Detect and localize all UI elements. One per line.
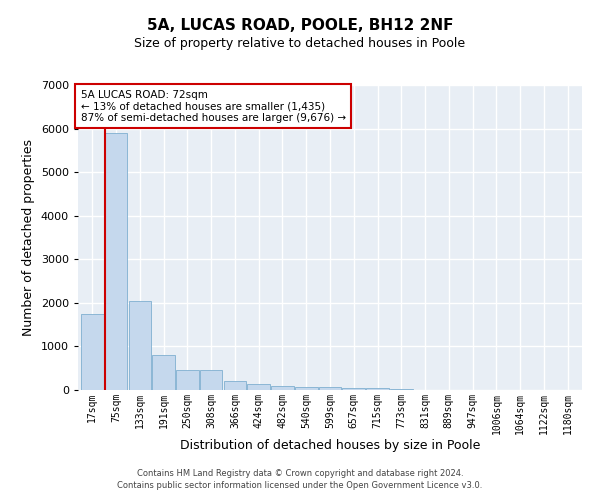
Text: Size of property relative to detached houses in Poole: Size of property relative to detached ho… (134, 38, 466, 51)
Text: Contains public sector information licensed under the Open Government Licence v3: Contains public sector information licen… (118, 481, 482, 490)
Bar (81, 314, 104, 390)
Bar (271, 386, 294, 390)
Bar (343, 388, 365, 390)
Bar (295, 386, 317, 390)
Text: 5A LUCAS ROAD: 72sqm
← 13% of detached houses are smaller (1,435)
87% of semi-de: 5A LUCAS ROAD: 72sqm ← 13% of detached h… (80, 90, 346, 123)
Bar (319, 388, 341, 390)
Bar (176, 370, 199, 390)
Y-axis label: Number of detached properties: Number of detached properties (22, 139, 35, 336)
Bar (224, 381, 246, 390)
Text: Contains HM Land Registry data © Crown copyright and database right 2024.: Contains HM Land Registry data © Crown c… (137, 468, 463, 477)
Bar (247, 384, 270, 390)
Text: 5A, LUCAS ROAD, POOLE, BH12 2NF: 5A, LUCAS ROAD, POOLE, BH12 2NF (147, 18, 453, 32)
X-axis label: Distribution of detached houses by size in Poole: Distribution of detached houses by size … (180, 440, 480, 452)
Bar (152, 355, 175, 390)
Bar (200, 370, 223, 390)
Bar (105, 133, 127, 390)
Bar (366, 388, 389, 390)
Bar (128, 300, 151, 390)
